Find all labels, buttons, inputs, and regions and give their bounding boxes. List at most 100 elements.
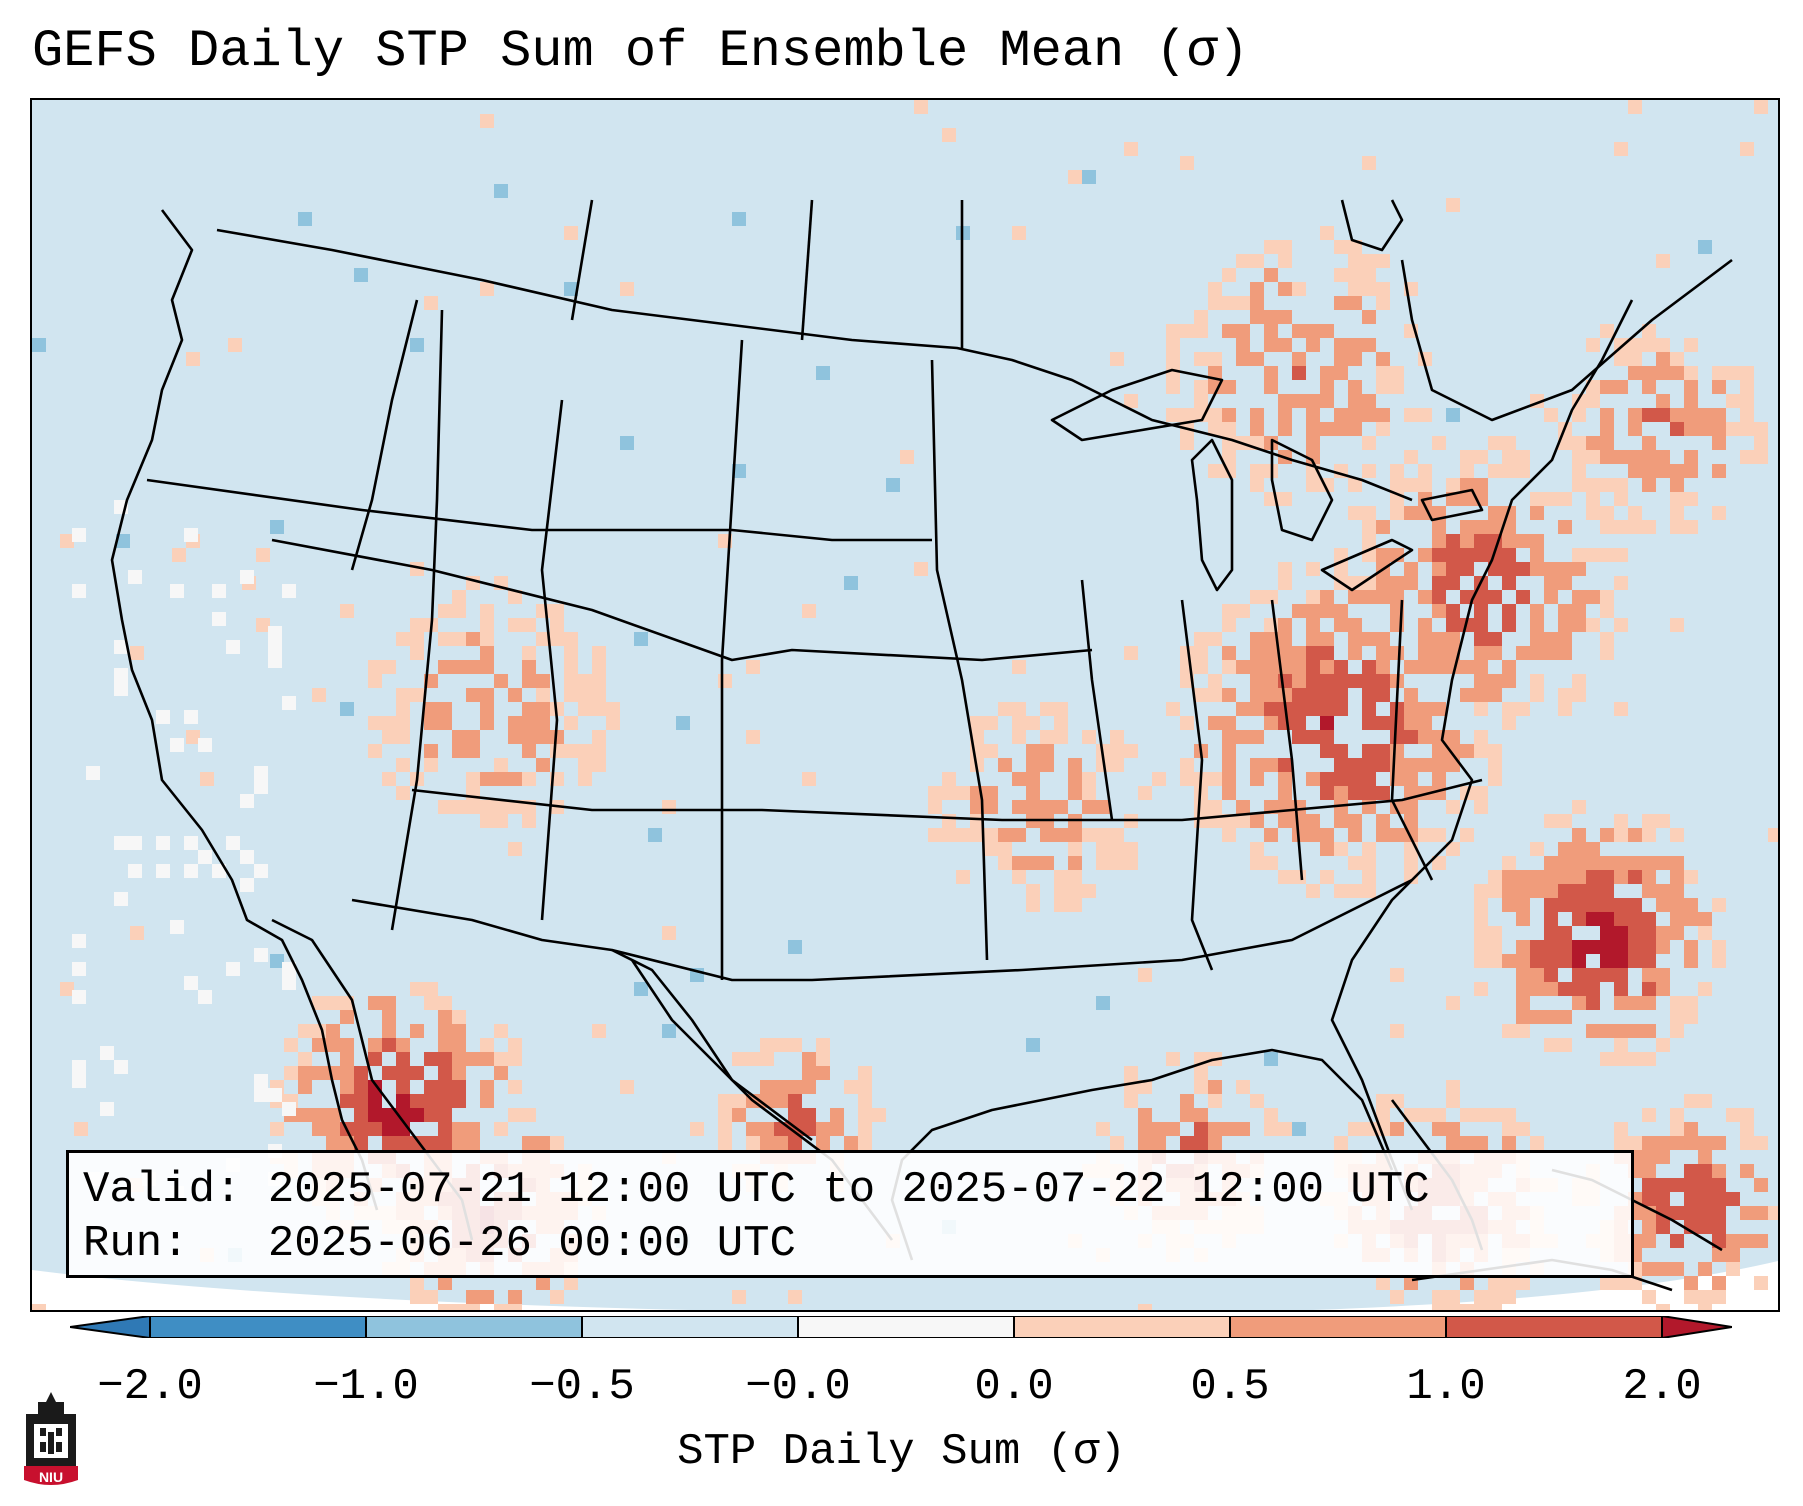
stp-cell	[1432, 660, 1446, 674]
stp-cell	[1516, 940, 1530, 954]
stp-cell	[1502, 898, 1516, 912]
stp-cell	[1306, 324, 1320, 338]
stp-cell	[1684, 1094, 1698, 1108]
stp-cell	[1334, 366, 1348, 380]
stp-cell	[1334, 604, 1348, 618]
stp-cell	[480, 1290, 494, 1304]
stp-cell	[1390, 1290, 1404, 1304]
stp-cell	[1740, 1164, 1754, 1178]
stp-cell	[1250, 282, 1264, 296]
stp-cell	[984, 800, 998, 814]
stp-cell	[60, 982, 74, 996]
stp-cell	[396, 1066, 410, 1080]
stp-cell	[354, 268, 368, 282]
stp-cell	[1628, 408, 1642, 422]
stp-cell	[494, 772, 508, 786]
stp-cell	[466, 1304, 480, 1310]
stp-cell	[1404, 870, 1418, 884]
stp-cell	[1334, 268, 1348, 282]
stp-cell	[1684, 1136, 1698, 1150]
stp-cell	[1558, 870, 1572, 884]
stp-cell	[284, 1038, 298, 1052]
stp-cell	[1754, 1234, 1768, 1248]
stp-cell	[1460, 450, 1474, 464]
stp-cell	[1656, 254, 1670, 268]
stp-cell	[508, 1304, 522, 1310]
stp-cell	[732, 1108, 746, 1122]
stp-cell	[1474, 940, 1488, 954]
stp-cell	[1180, 1094, 1194, 1108]
stp-cell	[718, 674, 732, 688]
stp-cell	[1418, 702, 1432, 716]
stp-cell	[1488, 1290, 1502, 1304]
stp-cell	[1586, 436, 1600, 450]
stp-cell	[942, 814, 956, 828]
stp-cell	[1334, 1136, 1348, 1150]
stp-cell	[438, 1066, 452, 1080]
stp-cell	[1390, 744, 1404, 758]
stp-cell	[198, 990, 212, 1004]
stp-cell	[1656, 982, 1670, 996]
stp-cell	[1334, 240, 1348, 254]
stp-cell	[438, 1052, 452, 1066]
stp-cell	[536, 702, 550, 716]
stp-cell	[1334, 786, 1348, 800]
stp-cell	[1642, 1262, 1656, 1276]
stp-cell	[1726, 366, 1740, 380]
stp-cell	[256, 618, 270, 632]
stp-cell	[438, 1122, 452, 1136]
stp-cell	[1488, 772, 1502, 786]
stp-cell	[1712, 1290, 1726, 1304]
stp-cell	[1026, 1038, 1040, 1052]
stp-cell	[1530, 506, 1544, 520]
stp-cell	[1572, 856, 1586, 870]
stp-cell	[1418, 506, 1432, 520]
stp-cell	[1516, 996, 1530, 1010]
stp-cell	[592, 1024, 606, 1038]
stp-cell	[984, 744, 998, 758]
quebec-line	[1400, 258, 1733, 422]
stp-cell	[424, 1136, 438, 1150]
stp-cell	[1726, 394, 1740, 408]
stp-cell	[928, 828, 942, 842]
stp-cell	[1474, 632, 1488, 646]
stp-cell	[1502, 884, 1516, 898]
stp-cell	[354, 1066, 368, 1080]
stp-cell	[1250, 702, 1264, 716]
stp-cell	[1026, 800, 1040, 814]
stp-cell	[466, 772, 480, 786]
stp-cell	[1362, 506, 1376, 520]
stp-cell	[592, 660, 606, 674]
map-canvas	[32, 100, 1778, 1310]
stp-cell	[970, 814, 984, 828]
stp-cell	[1362, 674, 1376, 688]
stp-cell	[1642, 968, 1656, 982]
stp-cell	[494, 814, 508, 828]
stp-cell	[1432, 1122, 1446, 1136]
stp-cell	[1096, 1122, 1110, 1136]
stp-cell	[984, 716, 998, 730]
stp-cell	[1418, 646, 1432, 660]
stp-cell	[1642, 856, 1656, 870]
stp-cell	[1712, 408, 1726, 422]
stp-cell	[184, 710, 198, 724]
stp-cell	[382, 1010, 396, 1024]
stp-cell	[564, 226, 578, 240]
colorbar-tick-label: 1.0	[1406, 1362, 1486, 1412]
stp-cell	[1614, 856, 1628, 870]
stp-cell	[998, 828, 1012, 842]
stp-cell	[1572, 604, 1586, 618]
stp-cell	[410, 646, 424, 660]
stp-cell	[368, 1094, 382, 1108]
stp-cell	[1544, 562, 1558, 576]
stp-cell	[396, 1136, 410, 1150]
stp-cell	[382, 730, 396, 744]
stp-cell	[1334, 562, 1348, 576]
stp-cell	[1362, 534, 1376, 548]
stp-cell	[508, 1108, 522, 1122]
stp-cell	[816, 1038, 830, 1052]
stp-cell	[424, 1108, 438, 1122]
stp-cell	[1656, 1150, 1670, 1164]
stp-cell	[1096, 856, 1110, 870]
stp-cell	[592, 730, 606, 744]
